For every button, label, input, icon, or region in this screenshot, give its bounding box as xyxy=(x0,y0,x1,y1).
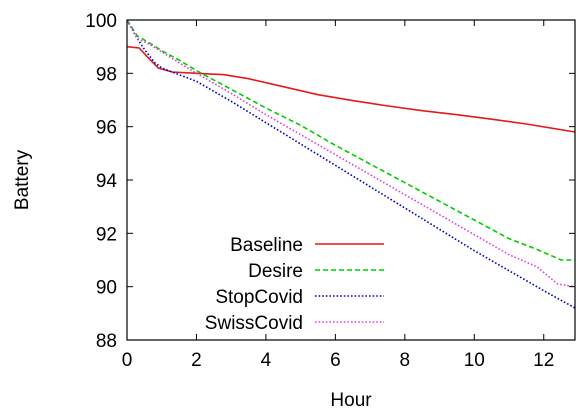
y-tick-label: 100 xyxy=(85,11,117,32)
x-tick-label: 4 xyxy=(261,350,272,371)
x-tick-label: 0 xyxy=(122,350,133,371)
legend-label-swisscovid: SwissCovid xyxy=(205,313,303,334)
y-tick-label: 96 xyxy=(96,118,117,139)
series-line-baseline xyxy=(127,45,575,133)
legend: Baseline Desire StopCovid SwissCovid xyxy=(205,235,384,334)
legend-label-baseline: Baseline xyxy=(230,235,303,256)
ticks-layer: 0 2 4 6 8 10 12 88 90 92 94 96 98 100 xyxy=(85,11,575,371)
series-line-stopcovid xyxy=(127,20,575,309)
y-tick-label: 98 xyxy=(96,64,117,85)
x-tick-label: 12 xyxy=(533,350,554,371)
series-line-desire xyxy=(127,20,575,261)
x-axis-label: Hour xyxy=(330,390,372,411)
x-tick-label: 2 xyxy=(191,350,202,371)
plot-frame xyxy=(126,19,576,341)
x-tick-label: 6 xyxy=(330,350,341,371)
series-layer xyxy=(127,20,575,309)
x-tick-label: 10 xyxy=(464,350,485,371)
y-tick-label: 90 xyxy=(96,278,117,299)
y-tick-label: 88 xyxy=(96,331,117,352)
x-tick-label: 8 xyxy=(400,350,411,371)
y-tick-label: 94 xyxy=(96,171,118,192)
legend-label-stopcovid: StopCovid xyxy=(215,287,303,308)
series-line-swisscovid xyxy=(127,20,575,288)
y-tick-label: 92 xyxy=(96,224,117,245)
legend-label-desire: Desire xyxy=(248,261,303,282)
y-axis-label: Battery xyxy=(12,149,33,210)
